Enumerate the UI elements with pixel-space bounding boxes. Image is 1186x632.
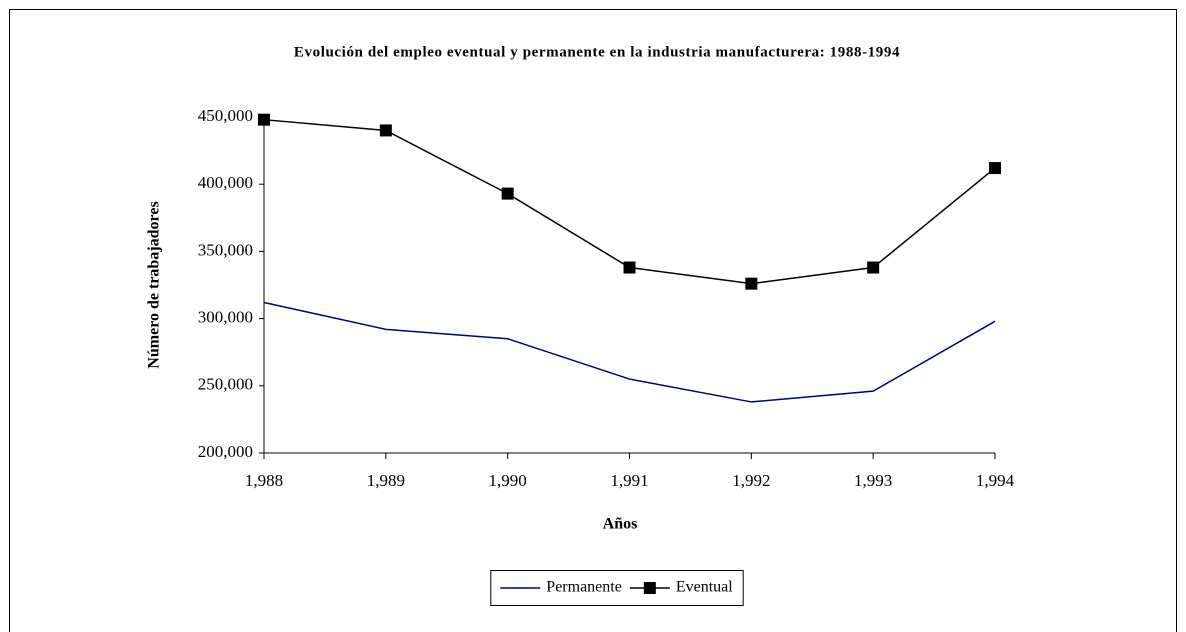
legend: Permanente Eventual	[490, 570, 744, 606]
x-tick-label: 1,990	[489, 471, 527, 490]
x-tick-label: 1,988	[245, 471, 283, 490]
series-line	[263, 301, 996, 403]
legend-label: Eventual	[676, 579, 733, 596]
point-marker	[867, 261, 880, 274]
y-tick-label: 250,000	[198, 375, 253, 394]
legend-marker	[643, 582, 656, 594]
y-axis-title: Número de trabajadores	[146, 201, 163, 368]
legend-label: Permanente	[546, 579, 622, 596]
x-tick-label: 1,989	[367, 471, 405, 490]
point-marker	[258, 113, 270, 126]
x-tick-label: 1,992	[732, 471, 770, 490]
y-tick-label: 300,000	[198, 308, 253, 327]
point-marker	[501, 187, 514, 200]
x-tick-label: 1,991	[610, 471, 648, 490]
point-marker	[623, 261, 636, 274]
y-tick-label: 200,000	[198, 442, 253, 461]
x-tick-label: 1,994	[976, 471, 1015, 490]
point-marker	[745, 277, 758, 290]
x-axis-title: Años	[603, 516, 638, 533]
chart-title: Evolución del empleo eventual y permanen…	[294, 44, 900, 60]
y-tick-label: 350,000	[198, 240, 253, 259]
point-marker	[379, 124, 392, 137]
point-marker	[989, 162, 1001, 175]
x-tick-label: 1,993	[854, 471, 892, 490]
chart-border	[9, 9, 1177, 632]
y-tick-label: 400,000	[198, 173, 253, 192]
y-tick-label: 450,000	[198, 106, 253, 125]
